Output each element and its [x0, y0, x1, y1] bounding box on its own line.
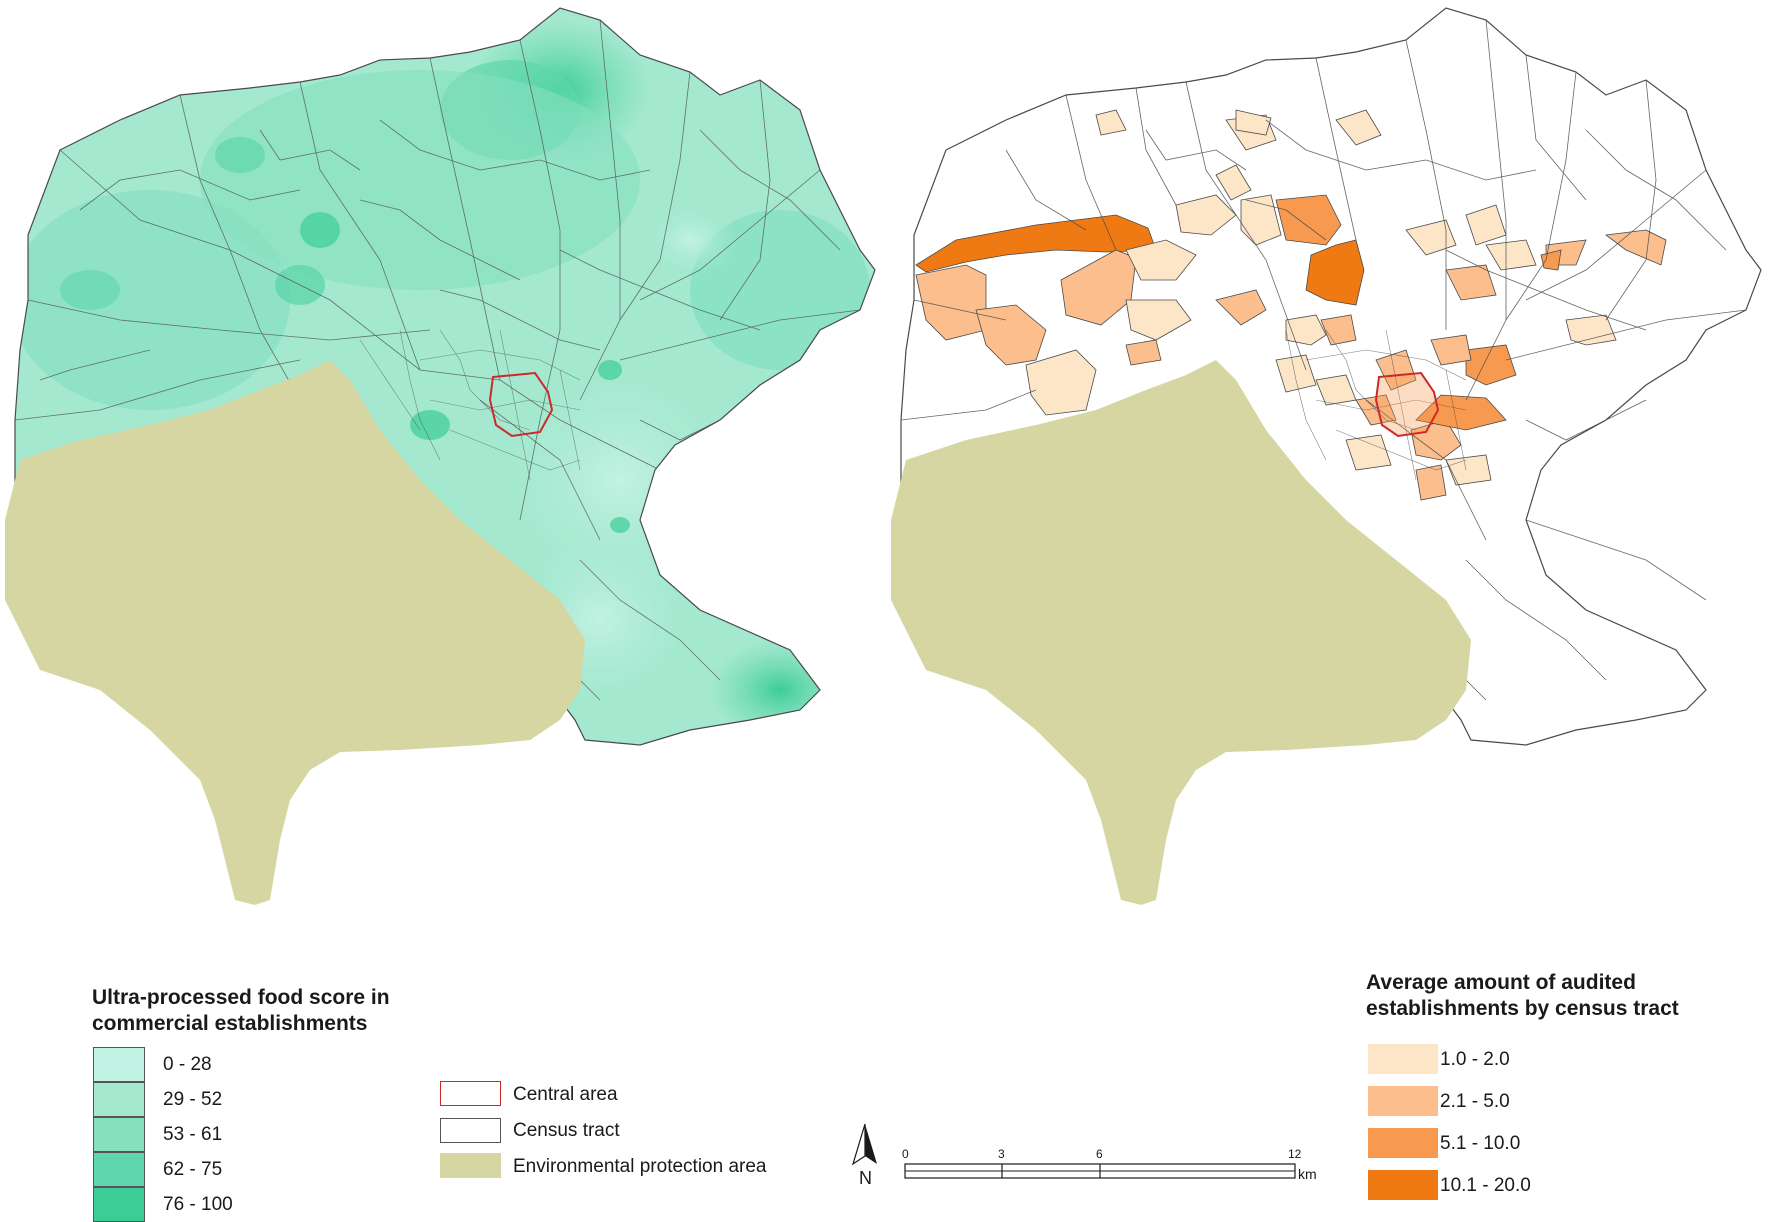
right-legend-label: 1.0 - 2.0	[1440, 1049, 1510, 1070]
scale-tick-12: 12	[1288, 1147, 1302, 1161]
central-area-right	[1374, 371, 1440, 438]
scale-tick-3: 3	[998, 1147, 1005, 1161]
right-legend-label: 10.1 - 20.0	[1440, 1175, 1531, 1196]
right-legend-label: 5.1 - 10.0	[1440, 1133, 1521, 1154]
audited-establishments-map	[891, 7, 1762, 905]
north-label: N	[859, 1168, 872, 1188]
census-tract-label: Census tract	[513, 1120, 620, 1141]
left-legend-swatch	[93, 1152, 145, 1187]
right-legend-title: Average amount of audited establishments…	[1366, 970, 1679, 1022]
central-area-label: Central area	[513, 1084, 618, 1105]
left-legend-label: 29 - 52	[163, 1089, 223, 1110]
left-legend-label: 76 - 100	[163, 1194, 233, 1215]
right-legend-label: 2.1 - 5.0	[1440, 1091, 1510, 1112]
right-legend-title-line2: establishments by census tract	[1366, 997, 1679, 1020]
protection-area-label: Environmental protection area	[513, 1156, 767, 1177]
census-tract-swatch	[440, 1118, 501, 1143]
ultra-processed-score-map	[5, 7, 876, 905]
protection-area-swatch	[440, 1153, 501, 1178]
left-legend-swatch	[93, 1082, 145, 1117]
left-legend-swatch	[93, 1117, 145, 1152]
scale-tick-6: 6	[1096, 1147, 1103, 1161]
right-legend-swatch	[1368, 1044, 1438, 1074]
left-legend-label: 0 - 28	[163, 1054, 212, 1075]
right-legend-swatch	[1368, 1086, 1438, 1116]
north-arrow-icon	[851, 1123, 877, 1166]
left-legend-label: 53 - 61	[163, 1124, 223, 1145]
left-legend-title-line2: commercial establishments	[92, 1012, 368, 1035]
left-legend-title: Ultra-processed food score in commercial…	[92, 985, 390, 1037]
left-legend-label: 62 - 75	[163, 1159, 223, 1180]
left-legend-swatch	[93, 1047, 145, 1082]
protection-area-right	[891, 360, 1471, 905]
left-legend-swatch	[93, 1187, 145, 1222]
scale-bar	[904, 1163, 1296, 1179]
right-legend-title-line1: Average amount of audited	[1366, 971, 1636, 994]
right-legend-swatch	[1368, 1128, 1438, 1158]
central-area-left	[488, 371, 554, 438]
scale-unit: km	[1298, 1166, 1317, 1182]
left-legend-title-line1: Ultra-processed food score in	[92, 986, 390, 1009]
central-area-swatch	[440, 1081, 501, 1106]
scale-tick-0: 0	[902, 1147, 909, 1161]
right-legend-swatch	[1368, 1170, 1438, 1200]
protection-area-left	[5, 360, 585, 905]
